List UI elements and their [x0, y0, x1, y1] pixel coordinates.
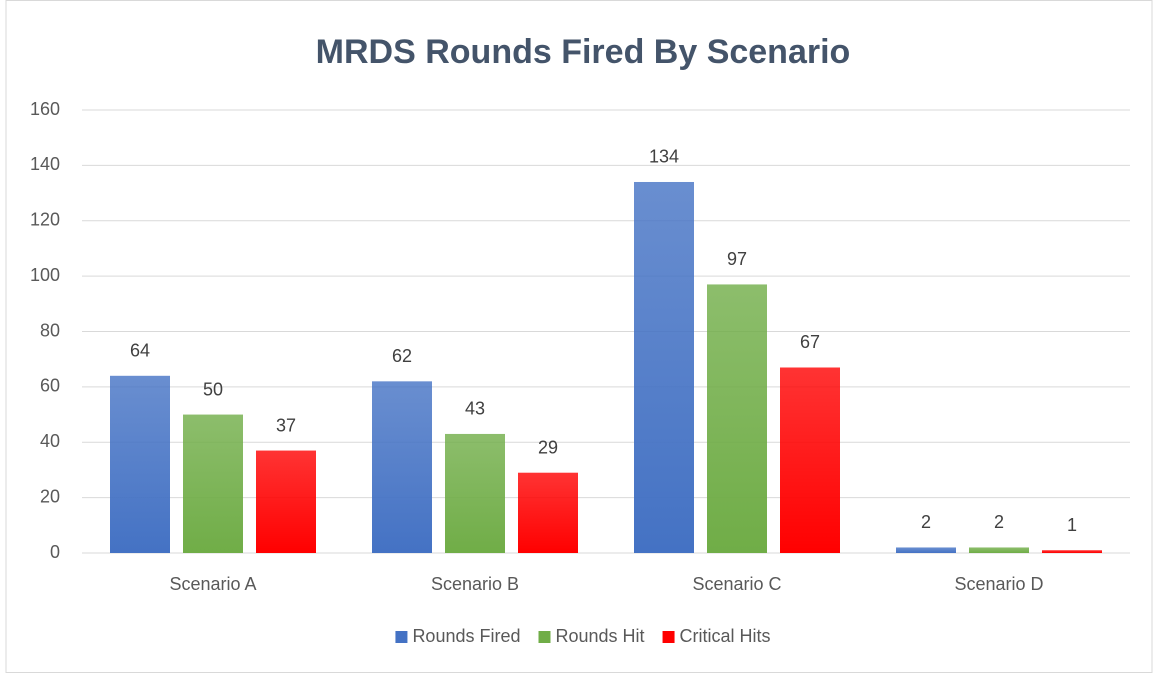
value-label: 29	[538, 437, 558, 457]
y-tick-label: 80	[40, 320, 60, 340]
value-label: 2	[994, 512, 1004, 532]
legend-swatch	[538, 631, 551, 643]
y-tick-label: 160	[30, 99, 60, 119]
bar	[256, 450, 316, 553]
x-tick-label: Scenario B	[431, 574, 519, 594]
y-tick-label: 60	[40, 376, 60, 396]
value-label: 97	[727, 249, 747, 269]
bar	[110, 375, 170, 553]
value-label: 67	[800, 332, 820, 352]
bar	[372, 381, 432, 553]
y-tick-label: 120	[30, 210, 60, 230]
y-tick-label: 20	[40, 486, 60, 506]
legend-swatch	[395, 631, 408, 643]
legend-swatch	[662, 631, 675, 643]
y-tick-label: 0	[50, 542, 60, 562]
x-tick-label: Scenario A	[169, 574, 256, 594]
y-tick-label: 40	[40, 431, 60, 451]
bar	[707, 284, 767, 553]
value-label: 37	[276, 415, 296, 435]
bar	[780, 367, 840, 553]
value-label: 50	[203, 379, 223, 399]
legend-label: Rounds Hit	[556, 626, 645, 646]
value-label: 2	[921, 512, 931, 532]
bar	[183, 414, 243, 553]
chart-border	[5, 0, 1153, 673]
y-tick-label: 100	[30, 265, 60, 285]
value-label: 134	[649, 147, 679, 167]
bar	[1042, 550, 1102, 553]
legend-label: Critical Hits	[680, 626, 771, 646]
value-label: 64	[130, 341, 150, 361]
bar	[445, 433, 505, 553]
chart-title: MRDS Rounds Fired By Scenario	[316, 33, 851, 71]
value-label: 62	[392, 346, 412, 366]
bar	[634, 181, 694, 554]
bar	[969, 547, 1029, 553]
x-tick-label: Scenario D	[954, 574, 1043, 594]
x-tick-label: Scenario C	[692, 574, 781, 594]
bar	[518, 472, 578, 553]
bar	[896, 547, 956, 553]
legend-label: Rounds Fired	[412, 626, 520, 646]
value-label: 43	[465, 399, 485, 419]
value-label: 1	[1067, 515, 1077, 535]
y-tick-label: 140	[30, 154, 60, 174]
